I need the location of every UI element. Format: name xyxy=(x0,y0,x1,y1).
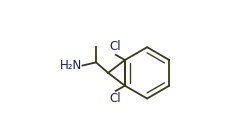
Text: Cl: Cl xyxy=(109,40,121,53)
Text: Cl: Cl xyxy=(109,92,121,105)
Text: H₂N: H₂N xyxy=(60,58,82,72)
